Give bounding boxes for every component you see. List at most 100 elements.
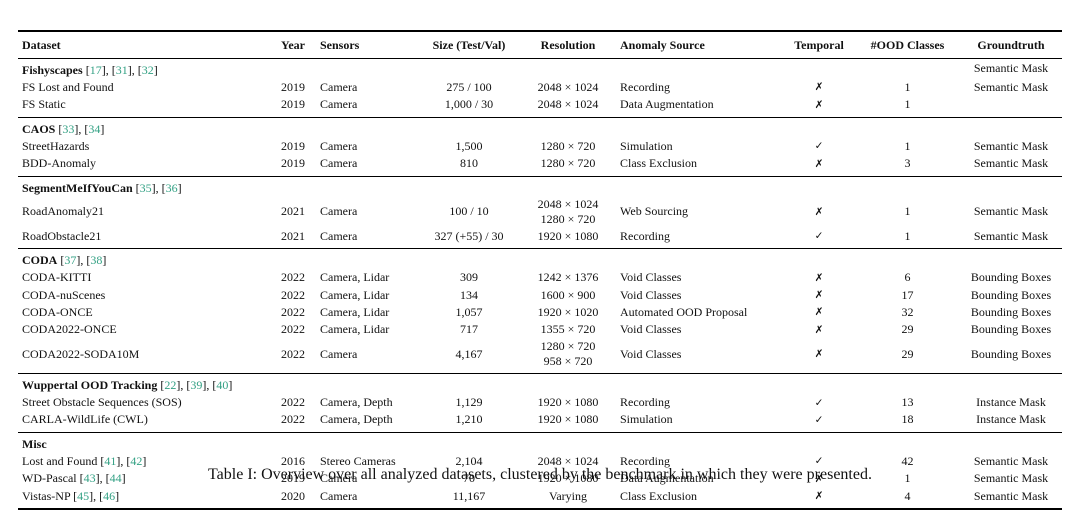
citation-link[interactable]: 41	[104, 453, 117, 468]
cell-sensors: Camera	[320, 138, 358, 153]
cell-sensors: Camera	[320, 471, 358, 486]
column-header-size: Size (Test/Val)	[420, 31, 518, 59]
table-row: FS Lost and Found 2019 Camera 275 / 100 2048…	[18, 79, 1062, 96]
cell-groundtruth: Semantic Mask	[973, 156, 1049, 170]
citation-link[interactable]: 35	[139, 180, 152, 195]
cell-size: 100 / 10	[449, 204, 489, 219]
temporal-no-icon: ✗	[814, 306, 824, 319]
cell-resolution: 1920 × 1080	[537, 228, 599, 243]
cell-size: 275 / 100	[446, 79, 492, 94]
table-row: CODA-nuScenes 2022 Camera, Lidar 134 1600 × …	[18, 286, 1062, 303]
cell-groundtruth	[960, 431, 1062, 453]
column-header-temporal: Temporal	[783, 31, 855, 59]
cell-sensors: Camera, Lidar	[320, 270, 390, 285]
column-header-ood_classes: #OOD Classes	[855, 31, 960, 59]
temporal-yes-icon: ✓	[814, 396, 824, 409]
section-fishyscapes: Fishyscapes [17], [31], [32] Semantic Mas…	[18, 57, 1062, 118]
citation-link[interactable]: 45	[77, 488, 90, 503]
datasets-table: Dataset Year Sensors Size (Test/Val) Resolut…	[18, 30, 1062, 510]
cell-sensors: Camera	[320, 346, 358, 361]
cell-groundtruth	[960, 175, 1062, 197]
cell-size: 1,057	[455, 304, 483, 319]
table-row: FS Static 2019 Camera 1,000 / 30 2048 × 1024…	[18, 96, 1062, 117]
cell-temporal: ✓	[783, 137, 855, 154]
table-row: StreetHazards 2019 Camera 1,500 1280 × 720 Si…	[18, 137, 1062, 154]
citation-link[interactable]: 17	[89, 63, 102, 77]
group-header-row: CODA [37], [38]	[18, 248, 1062, 269]
cell-year: 2016	[281, 453, 305, 468]
table-row: WD-Pascal [43], [44] 2019 Camera 70 1920 × 1…	[18, 470, 1062, 487]
cell-size: 4,167	[455, 346, 483, 361]
citation-link[interactable]: 43	[83, 471, 96, 486]
temporal-no-icon: ✗	[814, 81, 824, 94]
cell-size: 1,500	[455, 138, 483, 153]
citation-link[interactable]: 39	[190, 378, 203, 393]
citation-link[interactable]: 32	[141, 63, 154, 77]
cell-groundtruth	[960, 248, 1062, 269]
cell-year: 2022	[281, 304, 305, 319]
cell-resolution: 1600 × 900	[540, 287, 596, 302]
table-row: CODA2022-SODA10M 2022 Camera 4,167 1280 × 72…	[18, 338, 1062, 373]
cell-sensors: Camera, Lidar	[320, 287, 390, 302]
cell-anomaly_source: Data Augmentation	[620, 471, 714, 486]
column-header-sensors: Sensors	[318, 31, 420, 59]
cell-ood_classes: 29	[901, 346, 914, 361]
cell-resolution: 2048 × 1024	[537, 97, 599, 112]
group-title: SegmentMeIfYouCan [35], [36]	[18, 175, 960, 197]
cell-sensors: Camera, Depth	[320, 395, 393, 409]
cell-temporal: ✗	[783, 304, 855, 321]
cell-groundtruth: Bounding Boxes	[970, 346, 1052, 361]
cell-year: 2022	[281, 287, 305, 302]
cell-size: 717	[460, 322, 478, 337]
table-row: Street Obstacle Sequences (SOS) 2022 Camer…	[18, 394, 1062, 411]
citation-link[interactable]: 36	[165, 180, 178, 195]
citation-link[interactable]: 40	[216, 378, 229, 393]
temporal-no-icon: ✗	[814, 157, 824, 170]
table-caption: Table I: Overview over all analyzed data…	[208, 466, 872, 483]
cell-sensors: Camera	[320, 204, 358, 219]
citation-link[interactable]: 42	[130, 453, 143, 468]
table-row: RoadObstacle21 2021 Camera 327 (+55) / 30 19…	[18, 228, 1062, 249]
cell-sensors: Camera	[320, 79, 358, 94]
citation-link[interactable]: 44	[109, 471, 122, 486]
temporal-no-icon: ✗	[814, 323, 824, 336]
cell-groundtruth: Bounding Boxes	[970, 322, 1052, 337]
cell-year: 2019	[281, 471, 305, 486]
citation-link[interactable]: 38	[90, 253, 103, 268]
citation-link[interactable]: 37	[64, 253, 77, 268]
cell-temporal: ✗	[783, 321, 855, 338]
cell-ood_classes: 4	[904, 488, 911, 503]
table-row: Lost and Found [41], [42] 2016 Stereo Came…	[18, 453, 1062, 470]
temporal-no-icon: ✗	[814, 472, 824, 485]
cell-ood_classes: 13	[901, 395, 914, 409]
cell-anomaly_source: Void Classes	[620, 287, 682, 302]
temporal-no-icon: ✗	[814, 271, 824, 284]
cell-sensors: Stereo Cameras	[320, 453, 396, 468]
citation-link[interactable]: 22	[164, 378, 177, 393]
cell-size: 1,129	[455, 395, 483, 409]
citation-link[interactable]: 31	[115, 63, 128, 77]
cell-year: 2022	[281, 412, 305, 427]
cell-temporal: ✗	[783, 286, 855, 303]
cell-temporal: ✓	[783, 411, 855, 432]
cell-size: 1,000 / 30	[444, 97, 494, 112]
temporal-yes-icon: ✓	[814, 413, 824, 426]
cell-year: 2019	[281, 138, 305, 153]
cell-anomaly_source: Data Augmentation	[620, 97, 714, 112]
citation-link[interactable]: 34	[88, 121, 101, 136]
citation-link[interactable]: 33	[62, 121, 75, 136]
cell-resolution: 1280 × 720 958 × 720	[540, 339, 596, 369]
temporal-no-icon: ✗	[814, 289, 824, 301]
cell-resolution: 1920 × 1080	[537, 412, 599, 427]
cell-dataset: FS Static	[22, 97, 66, 112]
column-header-dataset: Dataset	[18, 31, 268, 59]
cell-ood_classes: 1	[904, 228, 911, 243]
cell-groundtruth: Bounding Boxes	[970, 270, 1052, 285]
cell-dataset: RoadAnomaly21	[22, 204, 104, 219]
cell-sensors: Camera, Lidar	[320, 304, 390, 319]
cell-size: 134	[460, 287, 478, 302]
cell-size: 11,167	[452, 488, 486, 503]
cell-groundtruth	[960, 373, 1062, 394]
citation-link[interactable]: 46	[103, 488, 116, 503]
cell-dataset: WD-Pascal [43], [44]	[22, 471, 126, 486]
